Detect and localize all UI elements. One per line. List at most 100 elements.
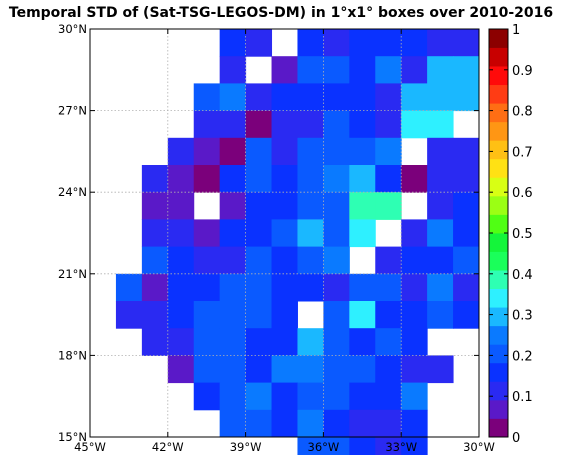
heatmap-cell [323,409,350,438]
heatmap-cell [323,382,350,411]
heatmap-cell [401,273,428,302]
heatmap-cell [427,301,454,329]
heatmap-cell [349,328,376,356]
heatmap-cell [427,165,454,193]
heatmap-cell [297,219,324,248]
heatmap-cell [297,246,324,275]
heatmap-cell [349,29,376,57]
heatmap-cell [219,409,247,438]
colorbar-segment [489,140,508,160]
heatmap-cell [323,437,350,459]
heatmap-cell [323,328,350,356]
heatmap-cell [141,165,169,193]
heatmap-cell [167,219,195,248]
heatmap-cell [453,29,480,57]
colorbar-segment [489,177,508,197]
heatmap-cell [453,219,480,248]
heatmap-cell [401,110,428,139]
colorbar-segment [489,47,508,67]
colorbar-segment [489,344,508,364]
heatmap-cell [141,273,169,302]
heatmap-cell [271,219,298,248]
heatmap-cell [349,273,376,302]
y-tick-label: 27°N [58,104,87,118]
heatmap-cell [271,246,298,275]
heatmap-cell [245,355,273,384]
heatmap-cell [349,192,376,220]
heatmap-cell [219,355,247,384]
colorbar-segment [489,29,508,48]
heatmap-cell [349,437,376,459]
heatmap-cell [167,246,195,275]
heatmap-cell [297,273,324,302]
heatmap-cell [323,273,350,302]
heatmap-cell [193,382,221,411]
heatmap-cell [323,355,350,384]
heatmap-cell [219,301,247,329]
heatmap-cell [245,301,273,329]
heatmap-cell [245,83,273,112]
colorbar-tick-label: 1 [512,23,520,38]
heatmap-cell [167,137,195,166]
heatmap-cell [219,110,247,139]
heatmap-cell [193,328,221,356]
heatmap-cell [375,56,402,84]
heatmap-cell [427,56,454,84]
heatmap-cell [115,273,143,302]
heatmap-cell [297,165,324,193]
heatmap-cell [349,301,376,329]
heatmap-cell [271,355,298,384]
heatmap-cell [219,246,247,275]
heatmap-cell [401,246,428,275]
colorbar: 0 0.1 0.2 0.3 0.4 0.5 0.6 0.7 0.8 0.9 1 [488,23,533,446]
heatmap-cell [219,29,247,57]
heatmap-cell [375,273,402,302]
heatmap-cell [323,56,350,84]
heatmap-cell [349,110,376,139]
heatmap-cell [245,137,273,166]
heatmap-cell [219,382,247,411]
heatmap-cell [245,110,273,139]
heatmap-cell [401,56,428,84]
heatmap-cell [219,219,247,248]
colorbar-segment [489,381,508,401]
colorbar-segment [489,158,508,178]
heatmap-cell [453,273,480,302]
heatmap-cell [271,56,298,84]
heatmap-cell [401,382,428,411]
heatmap-cell [401,355,428,384]
heatmap-cell [427,192,454,220]
heatmap-cell [427,273,454,302]
heatmap-cell [297,192,324,220]
heatmap-cell [245,273,273,302]
heatmap-cell [193,165,221,193]
heatmap-cell [427,110,454,139]
heatmap-cell [167,301,195,329]
heatmap-cell [349,83,376,112]
heatmap-cell [271,301,298,329]
colorbar-tick-label: 0.6 [512,186,533,201]
colorbar-tick-label: 0.1 [512,390,533,405]
heatmap-cell [141,301,169,329]
heatmap-cell [245,246,273,275]
colorbar-segment [489,214,508,234]
y-tick-label: 24°N [58,185,87,199]
heatmap-cell [141,246,169,275]
colorbar-segment [489,418,508,438]
heatmap-cell [375,437,402,459]
heatmap-cell [375,382,402,411]
heatmap-cell [401,301,428,329]
heatmap-cell [375,83,402,112]
heatmap-cell [141,192,169,220]
heatmap-cell [297,437,324,459]
heatmap-cell [349,137,376,166]
heatmap-cell [323,110,350,139]
heatmap-cell [297,110,324,139]
x-tick-label: 30°W [463,440,495,454]
heatmap-cell [245,192,273,220]
heatmap-cell [349,355,376,384]
heatmap-cell [193,273,221,302]
chart-title: Temporal STD of (Sat-TSG-LEGOS-DM) in 1°… [9,5,553,21]
heatmap-cell [349,165,376,193]
